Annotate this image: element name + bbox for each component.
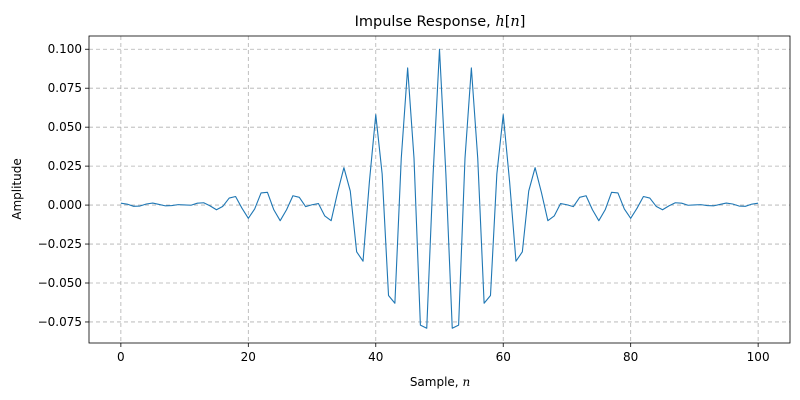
chart-title: Impulse Response, h[n] <box>355 14 526 30</box>
x-tick-label: 100 <box>747 350 770 364</box>
y-tick-label: 0.025 <box>48 159 82 173</box>
x-tick-label: 40 <box>368 350 383 364</box>
x-tick-label: 20 <box>241 350 256 364</box>
y-tick-label: 0.075 <box>48 81 82 95</box>
x-tick-label: 0 <box>117 350 125 364</box>
x-tick-label: 80 <box>623 350 638 364</box>
line-layer <box>120 48 759 329</box>
y-tick-label: 0.050 <box>48 120 82 134</box>
plot-frame <box>88 35 791 344</box>
y-axis-label: Amplitude <box>10 158 24 220</box>
y-tick-label: −0.075 <box>38 315 82 329</box>
y-tick-label: −0.050 <box>38 276 82 290</box>
x-axis-label: Sample, n <box>410 375 470 389</box>
x-axis-ticks: 0 20 40 60 80 100 <box>117 343 770 364</box>
x-tick-label: 60 <box>496 350 511 364</box>
series-line <box>120 48 759 329</box>
y-tick-label: 0.000 <box>48 198 82 212</box>
y-axis-ticks: −0.075 −0.050 −0.025 0.000 0.025 0.050 0.075 0.… <box>38 42 89 329</box>
y-tick-label: 0.100 <box>48 42 82 56</box>
y-tick-label: −0.025 <box>38 237 82 251</box>
